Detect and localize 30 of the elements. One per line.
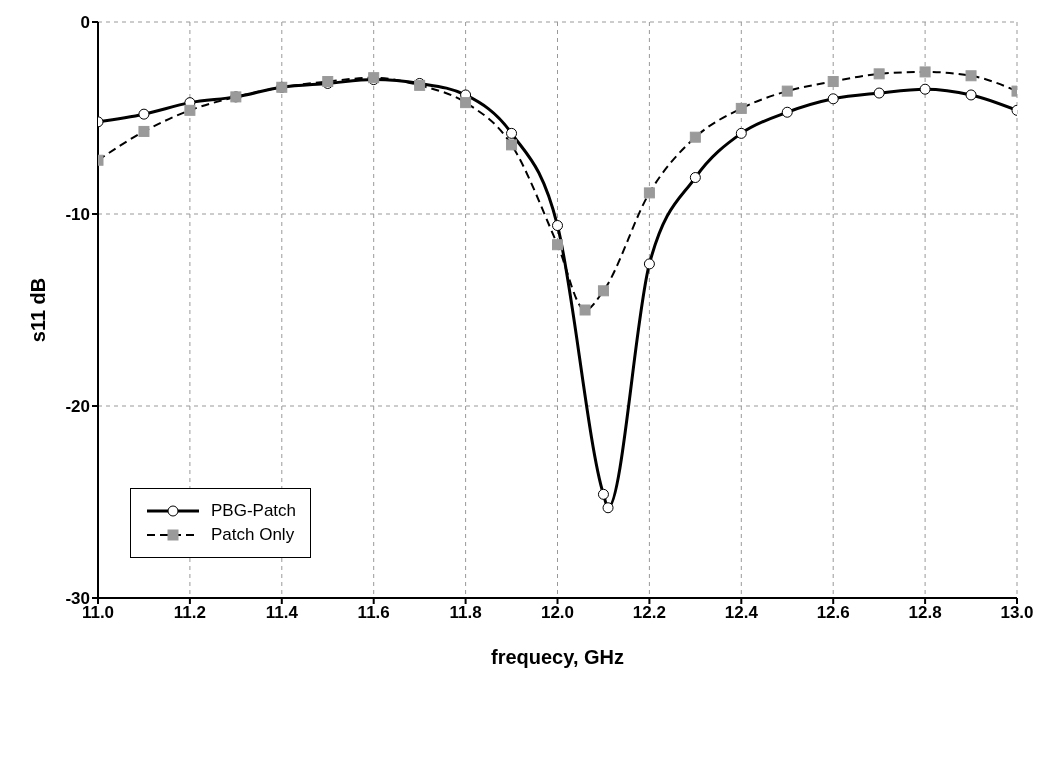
- point: [873, 87, 885, 99]
- x-tick-label: 12.6: [816, 603, 850, 623]
- y-tick-label: 0: [80, 13, 90, 33]
- point: [735, 127, 747, 139]
- legend-label: Patch Only: [211, 525, 295, 545]
- x-tick-label: 11.8: [449, 603, 482, 623]
- point: [552, 220, 563, 232]
- y-axis-title: s11 dB: [27, 277, 50, 343]
- point: [643, 258, 655, 270]
- point: [689, 172, 701, 184]
- point: [602, 502, 614, 514]
- x-tick-label: 11.2: [173, 603, 206, 623]
- legend-label: PBG-Patch: [211, 501, 297, 521]
- point: [919, 83, 931, 95]
- y-tick-label: -10: [65, 205, 90, 225]
- point: [781, 106, 793, 118]
- point: [965, 89, 977, 101]
- x-axis-title: frequecy, GHz: [491, 646, 624, 668]
- point: [138, 108, 150, 120]
- x-tick-label: 11.6: [357, 603, 390, 623]
- x-tick-label: 11.4: [265, 603, 299, 623]
- x-tick-label: 12.8: [908, 603, 942, 623]
- point: [597, 488, 609, 500]
- x-tick-label: 12.0: [540, 603, 575, 623]
- x-tick-label: 12.2: [632, 603, 666, 623]
- x-tick-label: 13.0: [1000, 603, 1034, 623]
- point: [506, 127, 518, 139]
- y-tick-label: -20: [65, 397, 90, 417]
- point: [827, 93, 839, 105]
- x-tick-label: 12.4: [724, 603, 759, 623]
